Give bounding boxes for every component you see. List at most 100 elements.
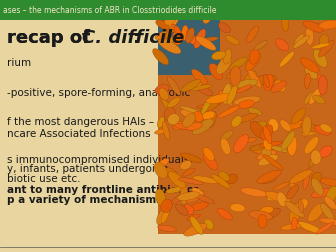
Ellipse shape <box>273 182 289 190</box>
Ellipse shape <box>311 188 332 198</box>
Ellipse shape <box>241 188 267 197</box>
Ellipse shape <box>196 84 213 96</box>
Ellipse shape <box>277 192 287 207</box>
Ellipse shape <box>186 83 202 89</box>
Ellipse shape <box>302 125 324 136</box>
Ellipse shape <box>157 117 165 128</box>
Ellipse shape <box>193 176 219 183</box>
Ellipse shape <box>316 222 334 234</box>
Ellipse shape <box>314 125 331 135</box>
Ellipse shape <box>184 224 207 236</box>
Ellipse shape <box>223 49 232 64</box>
Ellipse shape <box>246 26 259 43</box>
Ellipse shape <box>239 100 254 108</box>
Ellipse shape <box>312 43 330 49</box>
Ellipse shape <box>236 79 258 88</box>
Ellipse shape <box>219 171 229 181</box>
Ellipse shape <box>173 124 196 130</box>
Ellipse shape <box>276 39 289 51</box>
Ellipse shape <box>192 119 213 135</box>
Ellipse shape <box>290 170 312 183</box>
Ellipse shape <box>181 79 201 92</box>
Ellipse shape <box>157 159 169 167</box>
Ellipse shape <box>275 80 286 91</box>
Ellipse shape <box>320 146 332 157</box>
Ellipse shape <box>259 206 274 214</box>
Ellipse shape <box>326 186 336 203</box>
Ellipse shape <box>159 88 169 100</box>
Ellipse shape <box>304 73 310 89</box>
Ellipse shape <box>218 22 230 33</box>
Ellipse shape <box>155 129 169 134</box>
Ellipse shape <box>204 219 213 229</box>
Ellipse shape <box>318 74 325 91</box>
Ellipse shape <box>163 121 170 140</box>
Ellipse shape <box>218 106 240 118</box>
Text: recap of: recap of <box>7 29 96 47</box>
Ellipse shape <box>291 108 306 124</box>
Ellipse shape <box>180 106 202 114</box>
Text: rium: rium <box>7 58 31 68</box>
Ellipse shape <box>180 161 192 170</box>
Ellipse shape <box>305 26 314 45</box>
Text: f the most dangerous HAIs –: f the most dangerous HAIs – <box>7 117 154 127</box>
Ellipse shape <box>209 64 223 80</box>
Ellipse shape <box>309 88 322 104</box>
Ellipse shape <box>245 53 260 71</box>
Ellipse shape <box>311 172 322 185</box>
Ellipse shape <box>260 125 273 140</box>
Ellipse shape <box>227 174 238 184</box>
Ellipse shape <box>293 36 309 48</box>
Ellipse shape <box>250 121 265 138</box>
Ellipse shape <box>206 93 233 104</box>
Ellipse shape <box>313 49 327 67</box>
Ellipse shape <box>186 29 196 44</box>
Ellipse shape <box>216 56 232 74</box>
Text: s immunocompromised individuals,: s immunocompromised individuals, <box>7 155 193 165</box>
Ellipse shape <box>156 20 172 30</box>
Ellipse shape <box>161 98 172 112</box>
Ellipse shape <box>202 111 215 120</box>
Ellipse shape <box>225 36 240 45</box>
Ellipse shape <box>302 116 311 135</box>
Ellipse shape <box>242 71 257 91</box>
Ellipse shape <box>162 24 180 32</box>
Ellipse shape <box>161 199 172 213</box>
Ellipse shape <box>218 91 228 102</box>
Ellipse shape <box>298 199 304 213</box>
Ellipse shape <box>248 69 261 88</box>
Ellipse shape <box>281 224 301 230</box>
Ellipse shape <box>217 208 232 220</box>
Ellipse shape <box>254 41 267 50</box>
Ellipse shape <box>164 13 177 25</box>
Text: recap of: recap of <box>7 29 96 47</box>
Ellipse shape <box>236 85 252 93</box>
Ellipse shape <box>287 185 299 199</box>
Ellipse shape <box>234 135 249 153</box>
Ellipse shape <box>168 172 185 188</box>
Ellipse shape <box>257 170 282 183</box>
Ellipse shape <box>208 111 216 128</box>
Ellipse shape <box>312 95 325 104</box>
Ellipse shape <box>166 187 184 193</box>
Ellipse shape <box>262 177 276 183</box>
Ellipse shape <box>183 168 195 176</box>
Ellipse shape <box>285 201 304 217</box>
Text: -positive, spore-forming, anaerobic: -positive, spore-forming, anaerobic <box>7 88 190 98</box>
Ellipse shape <box>183 205 194 215</box>
Ellipse shape <box>190 216 203 235</box>
Ellipse shape <box>249 48 259 64</box>
Text: y, infants, patients undergoing: y, infants, patients undergoing <box>7 164 168 174</box>
Ellipse shape <box>161 35 173 46</box>
Ellipse shape <box>309 152 318 167</box>
Ellipse shape <box>268 119 279 131</box>
Text: ases – the mechanisms of ABR in Closstriodides difficile: ases – the mechanisms of ABR in Closstri… <box>3 6 217 15</box>
Ellipse shape <box>182 113 196 127</box>
Text: p a variety of mechanisms: p a variety of mechanisms <box>7 195 162 205</box>
Ellipse shape <box>196 36 216 50</box>
Ellipse shape <box>191 202 208 210</box>
Ellipse shape <box>279 52 294 67</box>
Ellipse shape <box>155 31 171 40</box>
Ellipse shape <box>311 150 321 165</box>
Ellipse shape <box>318 75 328 95</box>
